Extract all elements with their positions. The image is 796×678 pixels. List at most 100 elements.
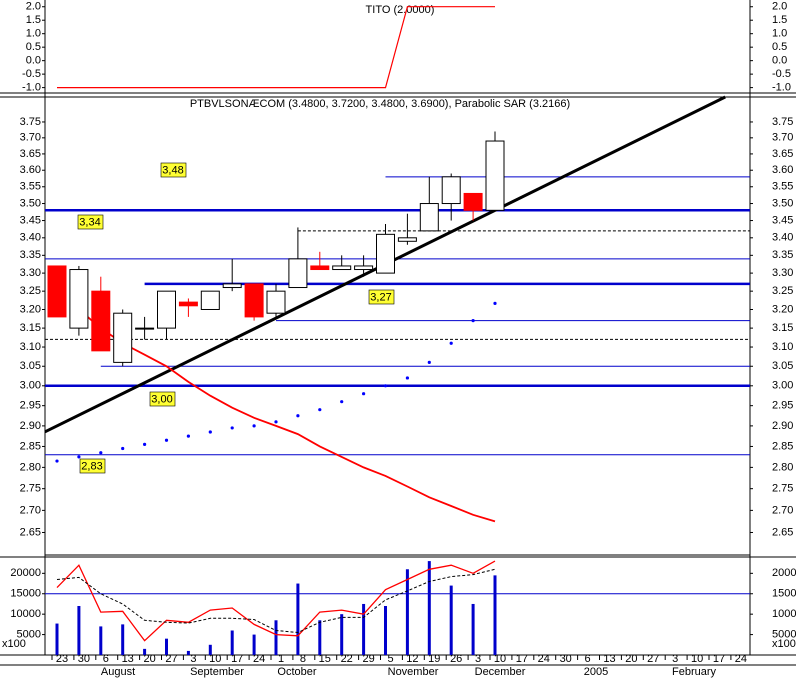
- candle-body: [47, 265, 67, 318]
- sar-dot: [340, 400, 344, 404]
- volume-bar: [143, 648, 147, 655]
- x-tick-label: 30: [560, 653, 572, 665]
- sar-dot: [318, 408, 322, 412]
- volume-bar: [186, 650, 190, 655]
- x-tick-label: 17: [516, 653, 528, 665]
- sar-dot: [427, 360, 431, 364]
- candle-body: [222, 283, 242, 289]
- y-tick-label: 3.00: [20, 380, 41, 392]
- candle-body: [485, 140, 505, 211]
- y-tick-label: 2.65: [20, 526, 41, 538]
- volume-bar: [274, 620, 278, 655]
- sar-dot: [208, 430, 212, 434]
- y-tick-label: 3.50: [20, 197, 41, 209]
- unit-label: x100: [772, 638, 796, 650]
- x-tick-label: 20: [143, 653, 155, 665]
- sar-dot: [296, 414, 300, 418]
- annotation-text: 3,00: [151, 393, 172, 405]
- y-tick-label: 3.05: [20, 360, 41, 372]
- x-tick-label: 13: [603, 653, 615, 665]
- volume-bar: [208, 644, 212, 655]
- sar-dot: [186, 434, 190, 438]
- volume-bar: [165, 638, 168, 655]
- volume-bar: [405, 569, 409, 655]
- y-tick-label: -0.5: [772, 68, 791, 80]
- y-tick-label: 10000: [10, 608, 41, 620]
- sar-dot: [274, 420, 278, 424]
- y-tick-label: 20000: [772, 567, 796, 579]
- month-label: February: [672, 666, 717, 678]
- candle-body: [157, 290, 176, 329]
- volume-bar: [427, 561, 431, 655]
- sar-dot: [471, 319, 475, 323]
- candle-body: [463, 192, 483, 211]
- y-tick-label: 3.55: [20, 181, 41, 193]
- indicator-title: TITO (2.0000): [366, 4, 435, 16]
- y-tick-label: 5000: [772, 628, 796, 640]
- y-tick-label: 20000: [10, 567, 41, 579]
- y-tick-label: 3.70: [772, 132, 793, 144]
- y-tick-label: 2.65: [772, 526, 793, 538]
- x-tick-label: 13: [122, 653, 134, 665]
- candle-body: [244, 283, 264, 318]
- volume-bar: [384, 606, 387, 655]
- candle-body: [266, 290, 286, 314]
- y-tick-label: 3.50: [772, 197, 793, 209]
- y-tick-label: 3.75: [772, 116, 793, 128]
- y-tick-label: 2.90: [20, 420, 41, 432]
- sar-dot: [164, 438, 169, 442]
- unit-label: x100: [2, 638, 26, 650]
- y-tick-label: -0.5: [22, 68, 41, 80]
- y-tick-label: 3.15: [772, 322, 793, 334]
- x-tick-label: 5: [387, 653, 393, 665]
- y-tick-label: 5000: [17, 628, 41, 640]
- chart-title: PTBVLSONÆCOM (3.4800, 3.7200, 3.4800, 3.…: [190, 98, 570, 110]
- y-tick-label: 2.80: [20, 461, 41, 473]
- x-tick-label: 17: [713, 653, 725, 665]
- x-tick-label: 3: [672, 653, 678, 665]
- volume-bar: [55, 623, 59, 655]
- y-tick-label: 2.85: [772, 440, 793, 452]
- volume-line: [56, 568, 496, 634]
- x-tick-label: 27: [647, 653, 659, 665]
- y-tick-label: 0.5: [26, 41, 41, 53]
- y-tick-label: -1.0: [772, 82, 791, 94]
- y-tick-label: 3.00: [772, 380, 793, 392]
- annotation-text: 3,27: [370, 291, 391, 303]
- y-tick-label: 3.25: [772, 285, 793, 297]
- y-tick-label: 2.95: [772, 400, 793, 412]
- y-tick-label: 2.70: [20, 504, 41, 516]
- y-tick-label: 3.05: [772, 360, 793, 372]
- y-tick-label: 2.75: [772, 483, 793, 495]
- annotation: 3,48: [160, 162, 187, 178]
- x-tick-label: 24: [538, 653, 550, 665]
- candle-body: [441, 176, 461, 205]
- y-tick-label: 2.80: [772, 461, 793, 473]
- x-tick-label: 29: [362, 653, 374, 665]
- y-tick-label: 2.95: [20, 400, 41, 412]
- annotation: 2,83: [79, 458, 106, 474]
- candle-body: [113, 312, 133, 363]
- y-tick-label: 3.10: [20, 341, 41, 353]
- candle-body: [288, 258, 308, 289]
- sar-dot: [143, 442, 147, 446]
- candle-body: [332, 265, 352, 271]
- sar-dot: [77, 455, 81, 459]
- candle-body: [200, 290, 220, 310]
- y-tick-label: 3.70: [20, 132, 41, 144]
- y-tick-label: 3.25: [20, 285, 41, 297]
- annotation: 3,34: [77, 214, 104, 230]
- volume-bar: [252, 634, 256, 655]
- annotation-text: 3,34: [79, 216, 100, 228]
- y-tick-label: 3.20: [20, 303, 41, 315]
- x-tick-label: 10: [691, 653, 703, 665]
- x-tick-label: 22: [341, 653, 353, 665]
- y-tick-label: 3.65: [772, 148, 793, 160]
- x-tick-label: 19: [428, 653, 440, 665]
- volume-line: [56, 560, 496, 642]
- candle-body: [135, 327, 155, 330]
- x-tick-label: 27: [165, 653, 177, 665]
- y-tick-label: 15000: [772, 588, 796, 600]
